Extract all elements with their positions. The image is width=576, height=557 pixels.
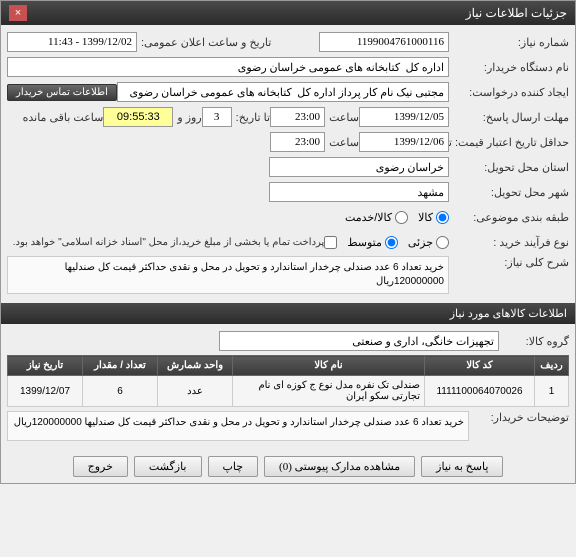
back-button[interactable]: بازگشت — [134, 456, 202, 477]
price-deadline-date-input[interactable] — [359, 132, 449, 152]
cell-row: 1 — [535, 376, 569, 407]
window-title: جزئیات اطلاعات نیاز — [466, 6, 567, 20]
contact-button[interactable]: اطلاعات تماس خریدار — [7, 84, 117, 101]
saat-label-2: ساعت — [325, 136, 359, 149]
items-table: ردیف کد کالا نام کالا واحد شمارش تعداد /… — [7, 355, 569, 407]
desc-label: شرح کلی نیاز: — [449, 256, 569, 269]
items-section-header: اطلاعات کالاهای مورد نیاز — [1, 303, 575, 324]
cell-date: 1399/12/07 — [8, 376, 83, 407]
print-button[interactable]: چاپ — [208, 456, 259, 477]
table-row[interactable]: 1 1111100064070026 صندلی تک نفره مدل نوع… — [8, 376, 569, 407]
cell-qty: 6 — [83, 376, 158, 407]
announce-date-label: تاریخ و ساعت اعلان عمومی: — [137, 36, 271, 49]
th-code: کد کالا — [425, 356, 535, 376]
province-input[interactable] — [269, 157, 449, 177]
exit-button[interactable]: خروج — [73, 456, 128, 477]
saat-label-1: ساعت — [325, 111, 359, 124]
rooz-label: روز و — [173, 111, 201, 124]
days-input[interactable] — [202, 107, 232, 127]
radio-khadamat[interactable]: کالا/خدمت — [345, 211, 408, 224]
th-unit: واحد شمارش — [158, 356, 233, 376]
radio-kala-input[interactable] — [436, 211, 449, 224]
reply-button[interactable]: پاسخ به نیاز — [421, 456, 503, 477]
niaz-number-input[interactable] — [319, 32, 449, 52]
cell-unit: عدد — [158, 376, 233, 407]
process-type-radios: جزئی متوسط — [347, 236, 449, 249]
radio-medium-input[interactable] — [385, 236, 398, 249]
th-name: نام کالا — [233, 356, 425, 376]
form-area: شماره نیاز: تاریخ و ساعت اعلان عمومی: نا… — [1, 25, 575, 303]
payment-checkbox[interactable] — [324, 236, 337, 249]
close-button[interactable]: × — [9, 5, 27, 21]
org-input[interactable] — [7, 57, 449, 77]
creator-input[interactable] — [117, 82, 449, 102]
table-header-row: ردیف کد کالا نام کالا واحد شمارش تعداد /… — [8, 356, 569, 376]
province-label: استان محل تحویل: — [449, 161, 569, 174]
radio-kala[interactable]: کالا — [418, 211, 449, 224]
process-type-label: نوع فرآیند خرید : — [449, 236, 569, 249]
radio-low-input[interactable] — [436, 236, 449, 249]
countdown-box: 09:55:33 — [103, 107, 173, 127]
group-type-radios: کالا کالا/خدمت — [345, 211, 449, 224]
niaz-number-label: شماره نیاز: — [449, 36, 569, 49]
item-group-input[interactable] — [219, 331, 499, 351]
attachments-button[interactable]: مشاهده مدارک پیوستی (0) — [264, 456, 415, 477]
price-deadline-label: حداقل تاریخ اعتبار قیمت: تا تاریخ: — [449, 136, 569, 149]
send-deadline-time-input[interactable] — [270, 107, 325, 127]
send-deadline-date-input[interactable] — [359, 107, 449, 127]
radio-medium[interactable]: متوسط — [347, 236, 398, 249]
footer-buttons: پاسخ به نیاز مشاهده مدارک پیوستی (0) چاپ… — [1, 450, 575, 483]
buyer-desc-label: توضیحات خریدار: — [469, 411, 569, 424]
buyer-desc-box: خرید تعداد 6 عدد صندلی چرخدار استاندارد … — [7, 411, 469, 441]
item-group-label: گروه کالا: — [499, 335, 569, 348]
org-label: نام دستگاه خریدار: — [449, 61, 569, 74]
cell-name: صندلی تک نفره مدل نوع ج کوزه ای نام تجار… — [233, 376, 425, 407]
city-input[interactable] — [269, 182, 449, 202]
group-type-label: طبقه بندی موضوعی: — [449, 211, 569, 224]
radio-low[interactable]: جزئی — [408, 236, 449, 249]
announce-date-input[interactable] — [7, 32, 137, 52]
payment-note: پرداخت تمام یا بخشی از مبلغ خرید،از محل … — [13, 237, 325, 248]
titlebar: جزئیات اطلاعات نیاز × — [1, 1, 575, 25]
th-row: ردیف — [535, 356, 569, 376]
until-label-1: تا تاریخ: — [232, 111, 270, 124]
city-label: شهر محل تحویل: — [449, 186, 569, 199]
items-area: گروه کالا: ردیف کد کالا نام کالا واحد شم… — [1, 324, 575, 450]
radio-khadamat-input[interactable] — [395, 211, 408, 224]
main-window: جزئیات اطلاعات نیاز × شماره نیاز: تاریخ … — [0, 0, 576, 484]
th-qty: تعداد / مقدار — [83, 356, 158, 376]
desc-box: خرید تعداد 6 عدد صندلی چرخدار استاندارد … — [7, 256, 449, 294]
creator-label: ایجاد کننده درخواست: — [449, 86, 569, 99]
send-deadline-label: مهلت ارسال پاسخ: — [449, 111, 569, 124]
th-date: تاریخ نیاز — [8, 356, 83, 376]
countdown-label: ساعت باقی مانده — [19, 111, 104, 124]
cell-code: 1111100064070026 — [425, 376, 535, 407]
price-deadline-time-input[interactable] — [270, 132, 325, 152]
